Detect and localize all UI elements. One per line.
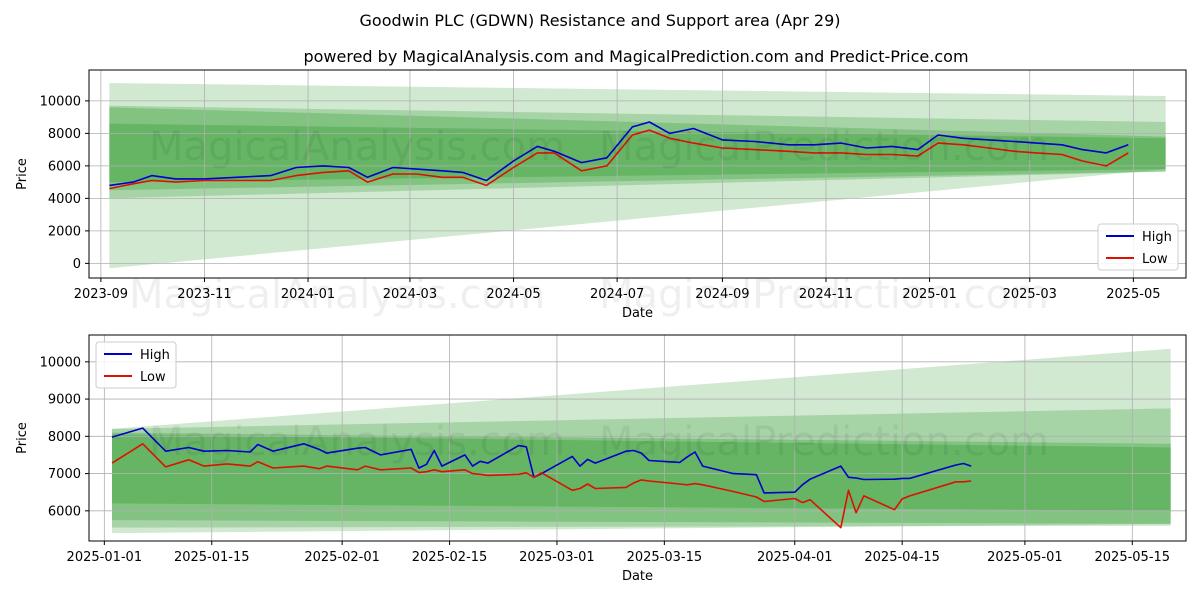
y-tick-label: 4000 xyxy=(48,192,81,207)
x-tick-label: 2025-03 xyxy=(1003,287,1057,302)
x-tick-label: 2024-01 xyxy=(281,287,335,302)
x-tick-label: 2024-05 xyxy=(486,287,540,302)
chart-title: Goodwin PLC (GDWN) Resistance and Suppor… xyxy=(360,11,841,30)
series-line-low xyxy=(111,442,972,529)
x-tick-label: 2024-07 xyxy=(590,287,644,302)
series-line-low xyxy=(109,129,1129,190)
x-tick-label: 2024-03 xyxy=(383,287,437,302)
legend-label-low: Low xyxy=(1142,252,1168,267)
legend-label-high: High xyxy=(140,348,170,363)
y-tick-label: 8000 xyxy=(48,430,81,445)
y-tick-label: 2000 xyxy=(48,224,81,239)
x-tick-label: 2025-01 xyxy=(902,287,956,302)
x-tick-label: 2025-05-01 xyxy=(987,550,1063,565)
prediction-band xyxy=(112,432,1171,524)
x-tick-label: 2025-04-15 xyxy=(864,550,940,565)
prediction-band xyxy=(109,123,1166,183)
x-tick-label: 2025-03-01 xyxy=(519,550,595,565)
x-tick-label: 2025-04-01 xyxy=(757,550,833,565)
legend: High Low xyxy=(1097,223,1179,271)
legend-label-high: High xyxy=(1142,230,1172,245)
x-tick-label: 2023-11 xyxy=(177,287,231,302)
watermark: MagicalAnalysis.com xyxy=(129,272,545,318)
x-tick-label: 2025-05 xyxy=(1106,287,1160,302)
series-line-high xyxy=(109,121,1129,187)
plot-frame xyxy=(88,69,1187,279)
y-tick-label: 0 xyxy=(73,257,81,272)
x-tick-label: 2025-03-15 xyxy=(627,550,703,565)
legend: High Low xyxy=(95,341,177,389)
x-axis-label: Date xyxy=(622,306,653,321)
watermark: MagicalAnalysis.com xyxy=(149,419,565,465)
y-axis-label: Price xyxy=(15,158,30,190)
x-tick-label: 2025-05-15 xyxy=(1095,550,1171,565)
x-tick-label: 2023-09 xyxy=(74,287,128,302)
watermark: MagicalPrediction.com xyxy=(599,419,1049,465)
x-tick-label: 2024-09 xyxy=(695,287,749,302)
watermark: MagicalAnalysis.com xyxy=(149,124,565,170)
y-tick-label: 10000 xyxy=(40,94,81,109)
chart-subtitle: powered by MagicalAnalysis.com and Magic… xyxy=(303,47,968,66)
bottom-chart-panel: MagicalAnalysis.com MagicalPrediction.com… xyxy=(15,334,1187,584)
prediction-band xyxy=(109,83,1166,269)
y-axis-label: Price xyxy=(15,422,30,454)
x-tick-label: 2025-01-15 xyxy=(174,550,250,565)
x-tick-label: 2025-02-15 xyxy=(412,550,488,565)
y-tick-label: 9000 xyxy=(48,393,81,408)
y-tick-label: 6000 xyxy=(48,504,81,519)
y-tick-label: 8000 xyxy=(48,127,81,142)
prediction-band xyxy=(109,107,1166,191)
x-tick-label: 2025-02-01 xyxy=(304,550,380,565)
prediction-band xyxy=(112,348,1171,534)
watermark: MagicalPrediction.com xyxy=(599,124,1049,170)
y-tick-label: 7000 xyxy=(48,467,81,482)
y-tick-label: 10000 xyxy=(40,355,81,370)
legend-label-low: Low xyxy=(140,370,166,385)
y-tick-label: 6000 xyxy=(48,159,81,174)
x-tick-label: 2024-11 xyxy=(799,287,853,302)
x-tick-label: 2025-01-01 xyxy=(67,550,143,565)
series-line-high xyxy=(111,427,972,494)
x-axis-label: Date xyxy=(622,569,653,584)
plot-frame xyxy=(88,334,1187,542)
top-chart-panel: MagicalAnalysis.com MagicalPrediction.com… xyxy=(15,69,1187,321)
watermark: MagicalPrediction.com xyxy=(599,272,1049,318)
